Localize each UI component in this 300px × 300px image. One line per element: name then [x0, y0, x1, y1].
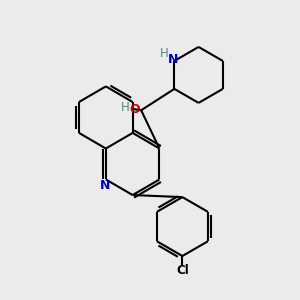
Text: Cl: Cl	[176, 264, 189, 277]
Text: H: H	[160, 47, 168, 60]
Text: O: O	[129, 103, 140, 116]
Text: N: N	[100, 179, 110, 192]
Text: H: H	[121, 101, 129, 114]
Text: N: N	[168, 53, 179, 66]
